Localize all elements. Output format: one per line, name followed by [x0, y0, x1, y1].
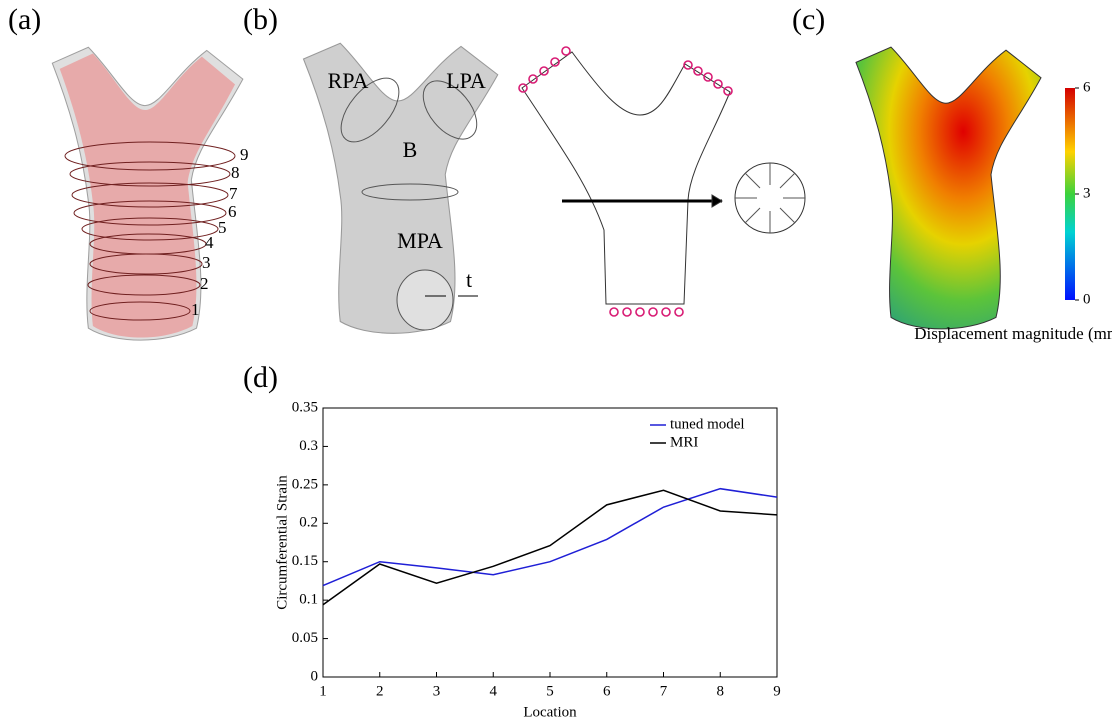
- x-tick-label: 7: [660, 683, 668, 699]
- colorbar: [1065, 88, 1075, 300]
- legend-label: tuned model: [670, 416, 745, 432]
- boundary-diagram: [519, 47, 805, 316]
- plot-frame: [323, 408, 777, 677]
- vessel-render: [52, 47, 243, 340]
- panel-label: (c): [792, 3, 825, 36]
- y-tick-label: 0.35: [292, 399, 318, 415]
- colorbar-label: Displacement magnitude (mm): [914, 324, 1112, 343]
- x-tick-label: 8: [717, 683, 725, 699]
- region-label: B: [403, 137, 418, 162]
- colorbar-tick-label: 6: [1083, 79, 1091, 95]
- location-label: 1: [191, 300, 200, 319]
- location-label: 5: [218, 218, 227, 237]
- legend-label: MRI: [670, 434, 698, 450]
- panel-label: (a): [8, 3, 41, 36]
- displacement-render: [856, 47, 1041, 329]
- panel-label: (b): [243, 3, 278, 36]
- y-axis-label: Circumferential Strain: [274, 475, 290, 610]
- y-tick-label: 0.15: [292, 553, 318, 569]
- y-tick-label: 0.2: [299, 515, 318, 531]
- x-tick-label: 5: [546, 683, 554, 699]
- x-tick-label: 9: [773, 683, 781, 699]
- location-label: 2: [200, 274, 209, 293]
- region-label: RPA: [328, 68, 369, 93]
- line-chart: 1 2 3 4 5 6 7 8 9 0 0.05 0.1 0.15 0.2 0.25 0.3 0.35 Locat…: [274, 399, 780, 720]
- x-tick-label: 6: [603, 683, 611, 699]
- colorbar-tick-label: 0: [1083, 291, 1091, 307]
- y-tick-label: 0.25: [292, 476, 318, 492]
- location-label: 4: [205, 233, 214, 252]
- thickness-label: t: [466, 267, 472, 292]
- figure: (a) 123456789 (b) RPA LPA B MPA t (c) 03…: [0, 0, 1112, 722]
- y-tick-label: 0.1: [299, 592, 318, 608]
- location-label: 3: [202, 253, 211, 272]
- location-label: 7: [229, 184, 238, 203]
- location-label: 8: [231, 163, 240, 182]
- x-axis-label: Location: [523, 704, 577, 720]
- y-tick-label: 0.3: [299, 438, 318, 454]
- region-label: LPA: [446, 68, 486, 93]
- colorbar-tick-label: 3: [1083, 185, 1091, 201]
- y-tick-label: 0.05: [292, 630, 318, 646]
- region-label: MPA: [397, 228, 443, 253]
- location-label: 6: [228, 202, 237, 221]
- location-label: 9: [240, 145, 249, 164]
- x-tick-label: 4: [490, 683, 498, 699]
- x-tick-label: 3: [433, 683, 441, 699]
- x-tick-label: 2: [376, 683, 384, 699]
- x-tick-label: 1: [319, 683, 327, 699]
- series-line: [323, 490, 777, 605]
- panel-label: (d): [243, 361, 278, 394]
- y-tick-label: 0: [311, 668, 319, 684]
- series-line: [323, 489, 777, 586]
